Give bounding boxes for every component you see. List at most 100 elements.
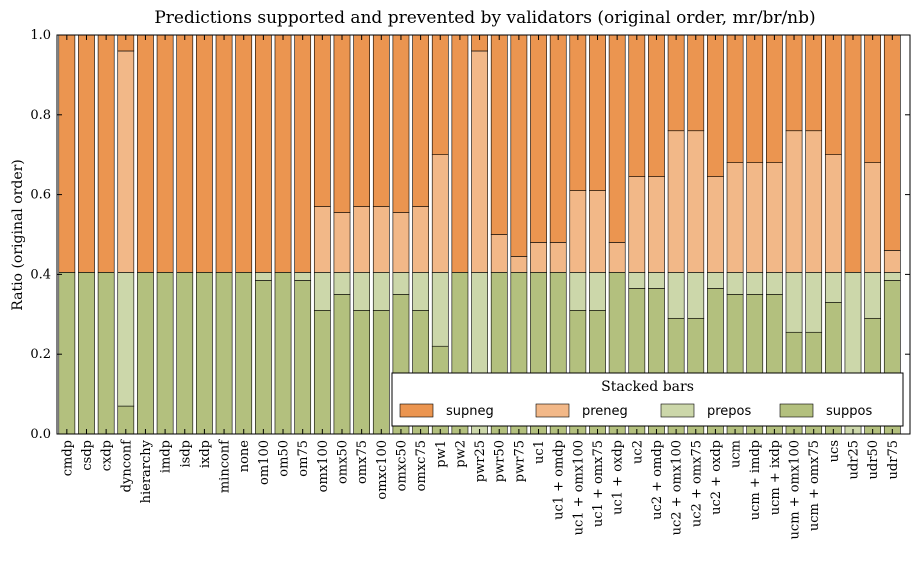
- bar-supneg-12: [294, 34, 312, 273]
- bar-supneg-8: [215, 34, 233, 273]
- bar-supneg-30: [648, 34, 665, 177]
- bar-prepos-35: [746, 272, 764, 295]
- bar-prepos-18: [412, 272, 429, 311]
- x-tick-label: uc2 + omdp: [650, 440, 665, 520]
- bar-suppos-12: [294, 280, 312, 435]
- bar-prepos-41: [864, 272, 882, 319]
- x-tick-label: cmdp: [60, 440, 75, 476]
- legend: Stacked bars supneg preneg prepos suppos: [391, 372, 904, 427]
- bar-preneg-18: [412, 206, 429, 273]
- x-tick-label: omxc50: [394, 440, 409, 491]
- bar-prepos-39: [824, 272, 842, 303]
- bar-supneg-42: [883, 34, 901, 251]
- bar-supneg-26: [569, 34, 587, 191]
- bar-supneg-11: [274, 34, 292, 273]
- x-tick-label: minconf: [218, 439, 233, 493]
- x-tick-label: uc1 + omx75: [591, 440, 606, 527]
- bar-preneg-25: [549, 242, 567, 273]
- x-tick-label: isdp: [178, 440, 193, 467]
- bar-suppos-13: [313, 310, 331, 435]
- legend-title: Stacked bars: [601, 379, 694, 395]
- plot-frame: [56, 34, 911, 435]
- y-tick-label: 0.2: [30, 347, 51, 362]
- x-tick-label: dynconf: [119, 439, 134, 493]
- bar-suppos-11: [274, 272, 292, 435]
- bar-supneg-29: [628, 34, 646, 177]
- x-tick-label: udr75: [886, 440, 901, 479]
- y-tick-label: 0.4: [30, 267, 51, 282]
- bar-preneg-35: [746, 162, 764, 273]
- bar-supneg-20: [451, 34, 469, 273]
- x-tick-label: ucm + omx100: [788, 440, 803, 539]
- bar-suppos-0: [58, 272, 76, 435]
- bar-supneg-4: [137, 34, 154, 273]
- bar-preneg-38: [805, 130, 823, 273]
- bar-prepos-26: [569, 272, 587, 311]
- x-tick-label: ucm + ixdp: [768, 440, 783, 515]
- bar-supneg-16: [372, 34, 390, 207]
- bar-supneg-25: [549, 34, 567, 243]
- bar-prepos-42: [883, 272, 901, 281]
- bar-preneg-15: [353, 206, 370, 273]
- x-tick-label: uc1 + omdp: [552, 440, 567, 520]
- bar-supneg-24: [530, 34, 547, 243]
- bar-supneg-37: [785, 34, 803, 132]
- legend-label-supneg: supneg: [446, 404, 494, 419]
- bar-supneg-36: [766, 34, 783, 163]
- x-tick-label: omx100: [316, 440, 331, 492]
- bar-suppos-7: [196, 272, 213, 435]
- bar-supneg-34: [726, 34, 744, 163]
- bar-prepos-10: [255, 272, 272, 281]
- bar-preneg-27: [589, 190, 606, 273]
- x-axis: cmdp csdp cxdp dynconf hierarchy imdp isdp ixdp…: [60, 35, 901, 539]
- x-tick-label: ucm: [729, 440, 744, 468]
- bar-suppos-1: [78, 272, 95, 435]
- legend-swatch-supneg: [399, 403, 434, 418]
- bar-supneg-28: [608, 34, 626, 243]
- bar-supneg-18: [412, 34, 429, 207]
- bar-prepos-12: [294, 272, 312, 281]
- x-tick-label: csdp: [80, 440, 95, 471]
- bar-prepos-15: [353, 272, 370, 311]
- x-tick-label: pwr50: [493, 440, 508, 482]
- bar-preneg-23: [510, 256, 528, 273]
- x-tick-label: udr25: [847, 440, 862, 479]
- bar-supneg-1: [78, 34, 95, 273]
- bar-preneg-34: [726, 162, 744, 273]
- bar-prepos-16: [372, 272, 390, 311]
- x-tick-label: uc2 + omx100: [670, 440, 685, 535]
- bar-prepos-27: [589, 272, 606, 311]
- bar-prepos-33: [707, 272, 724, 289]
- bar-preneg-22: [490, 234, 508, 273]
- x-tick-label: uc1: [532, 440, 547, 464]
- x-tick-label: pw2: [453, 440, 468, 468]
- bar-suppos-2: [97, 272, 115, 435]
- x-tick-label: uc1 + omx100: [571, 440, 586, 535]
- legend-box: [391, 372, 904, 427]
- bar-prepos-34: [726, 272, 744, 295]
- bar-preneg-29: [628, 176, 646, 273]
- bar-supneg-40: [844, 34, 862, 273]
- bar-prepos-30: [648, 272, 665, 289]
- x-tick-label: pw1: [434, 440, 449, 468]
- bar-supneg-22: [490, 34, 508, 235]
- bar-prepos-38: [805, 272, 823, 333]
- bar-supneg-0: [58, 34, 76, 273]
- bar-preneg-24: [530, 242, 547, 273]
- legend-label-preneg: preneg: [582, 404, 628, 419]
- x-tick-label: uc2 + oxdp: [709, 440, 724, 515]
- bar-supneg-14: [333, 34, 351, 213]
- bar-preneg-41: [864, 162, 882, 273]
- x-tick-label: om100: [257, 440, 272, 485]
- bar-suppos-9: [235, 272, 253, 435]
- bar-preneg-26: [569, 190, 587, 273]
- bar-supneg-31: [667, 34, 685, 132]
- bar-suppos-16: [372, 310, 390, 435]
- legend-swatch-prepos: [660, 403, 695, 418]
- x-tick-label: imdp: [159, 440, 174, 473]
- bar-preneg-16: [372, 206, 390, 273]
- bar-prepos-36: [766, 272, 783, 295]
- bar-supneg-38: [805, 34, 823, 132]
- x-tick-label: omx50: [335, 440, 350, 484]
